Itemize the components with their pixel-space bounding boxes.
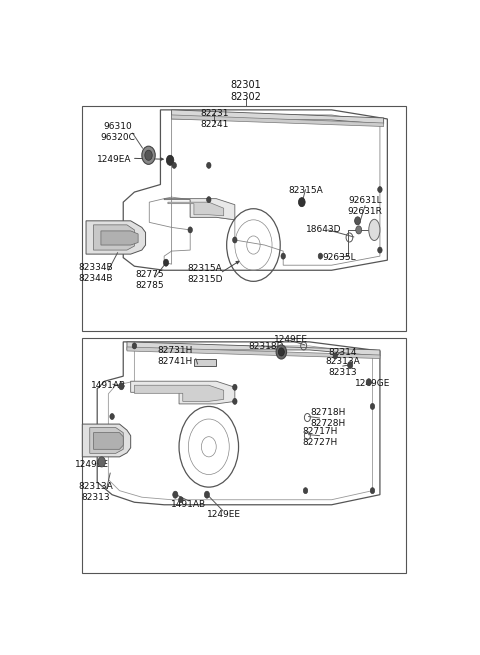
- Text: 82313A
82313: 82313A 82313: [78, 482, 113, 502]
- Text: 82717H
82727H: 82717H 82727H: [303, 426, 338, 447]
- Text: 82301
82302: 82301 82302: [230, 80, 262, 102]
- Circle shape: [204, 491, 210, 498]
- Circle shape: [206, 196, 211, 202]
- Circle shape: [281, 253, 286, 259]
- Text: 82318D: 82318D: [249, 343, 284, 352]
- Text: 92635L: 92635L: [322, 253, 356, 262]
- Ellipse shape: [369, 219, 380, 240]
- Polygon shape: [83, 424, 131, 457]
- Text: 82731H
82741H: 82731H 82741H: [157, 346, 193, 366]
- Circle shape: [299, 198, 305, 207]
- Circle shape: [188, 227, 192, 233]
- Polygon shape: [172, 110, 384, 124]
- Polygon shape: [194, 358, 216, 366]
- Text: 82315A: 82315A: [288, 186, 323, 195]
- Circle shape: [173, 491, 178, 498]
- Circle shape: [233, 384, 237, 390]
- Polygon shape: [134, 385, 224, 402]
- Circle shape: [355, 217, 360, 225]
- Text: 92631L
92631R: 92631L 92631R: [348, 196, 383, 215]
- Text: 1249EE: 1249EE: [207, 510, 240, 519]
- Polygon shape: [127, 347, 380, 358]
- Polygon shape: [90, 428, 123, 453]
- Text: 1249EE: 1249EE: [274, 335, 308, 345]
- Circle shape: [370, 403, 375, 409]
- Circle shape: [167, 155, 174, 165]
- Polygon shape: [168, 202, 224, 215]
- Circle shape: [179, 496, 183, 503]
- Text: 1249EA: 1249EA: [96, 155, 131, 164]
- Text: 82314: 82314: [328, 348, 357, 358]
- Circle shape: [276, 345, 287, 359]
- Circle shape: [132, 343, 137, 349]
- Polygon shape: [172, 115, 384, 126]
- Circle shape: [303, 487, 308, 494]
- Circle shape: [142, 146, 155, 164]
- Circle shape: [233, 237, 237, 243]
- Text: 1249EE: 1249EE: [74, 460, 108, 469]
- Text: 82775
82785: 82775 82785: [135, 271, 164, 290]
- Circle shape: [378, 247, 382, 253]
- Polygon shape: [131, 381, 235, 404]
- Circle shape: [370, 487, 375, 494]
- Circle shape: [366, 379, 372, 386]
- Circle shape: [378, 187, 382, 193]
- Circle shape: [318, 253, 323, 259]
- Polygon shape: [101, 231, 138, 245]
- Circle shape: [145, 150, 152, 160]
- Bar: [83, 106, 406, 331]
- Text: 82231
82241: 82231 82241: [200, 109, 228, 129]
- Circle shape: [206, 162, 211, 168]
- Text: 82315A
82315D: 82315A 82315D: [187, 264, 223, 284]
- Text: 96310
96320C: 96310 96320C: [100, 122, 135, 141]
- Circle shape: [110, 413, 114, 420]
- Polygon shape: [94, 225, 134, 250]
- Circle shape: [233, 398, 237, 404]
- Text: 1491AB: 1491AB: [91, 381, 126, 390]
- Circle shape: [172, 162, 177, 168]
- Polygon shape: [127, 342, 380, 356]
- Circle shape: [98, 457, 106, 467]
- Text: 82313A
82313: 82313A 82313: [325, 357, 360, 377]
- Text: 82334B
82344B: 82334B 82344B: [78, 263, 113, 283]
- Text: 82718H
82728H: 82718H 82728H: [310, 408, 346, 428]
- Circle shape: [278, 348, 284, 356]
- Circle shape: [333, 353, 337, 359]
- Bar: [83, 339, 406, 573]
- Polygon shape: [164, 198, 235, 220]
- Text: 18643D: 18643D: [306, 225, 342, 234]
- Circle shape: [119, 383, 124, 390]
- Polygon shape: [94, 433, 123, 449]
- Text: 1249GE: 1249GE: [355, 379, 390, 388]
- Circle shape: [348, 362, 353, 369]
- Polygon shape: [86, 221, 145, 254]
- Text: 1491AB: 1491AB: [171, 500, 206, 510]
- Circle shape: [356, 226, 362, 234]
- Circle shape: [163, 259, 168, 266]
